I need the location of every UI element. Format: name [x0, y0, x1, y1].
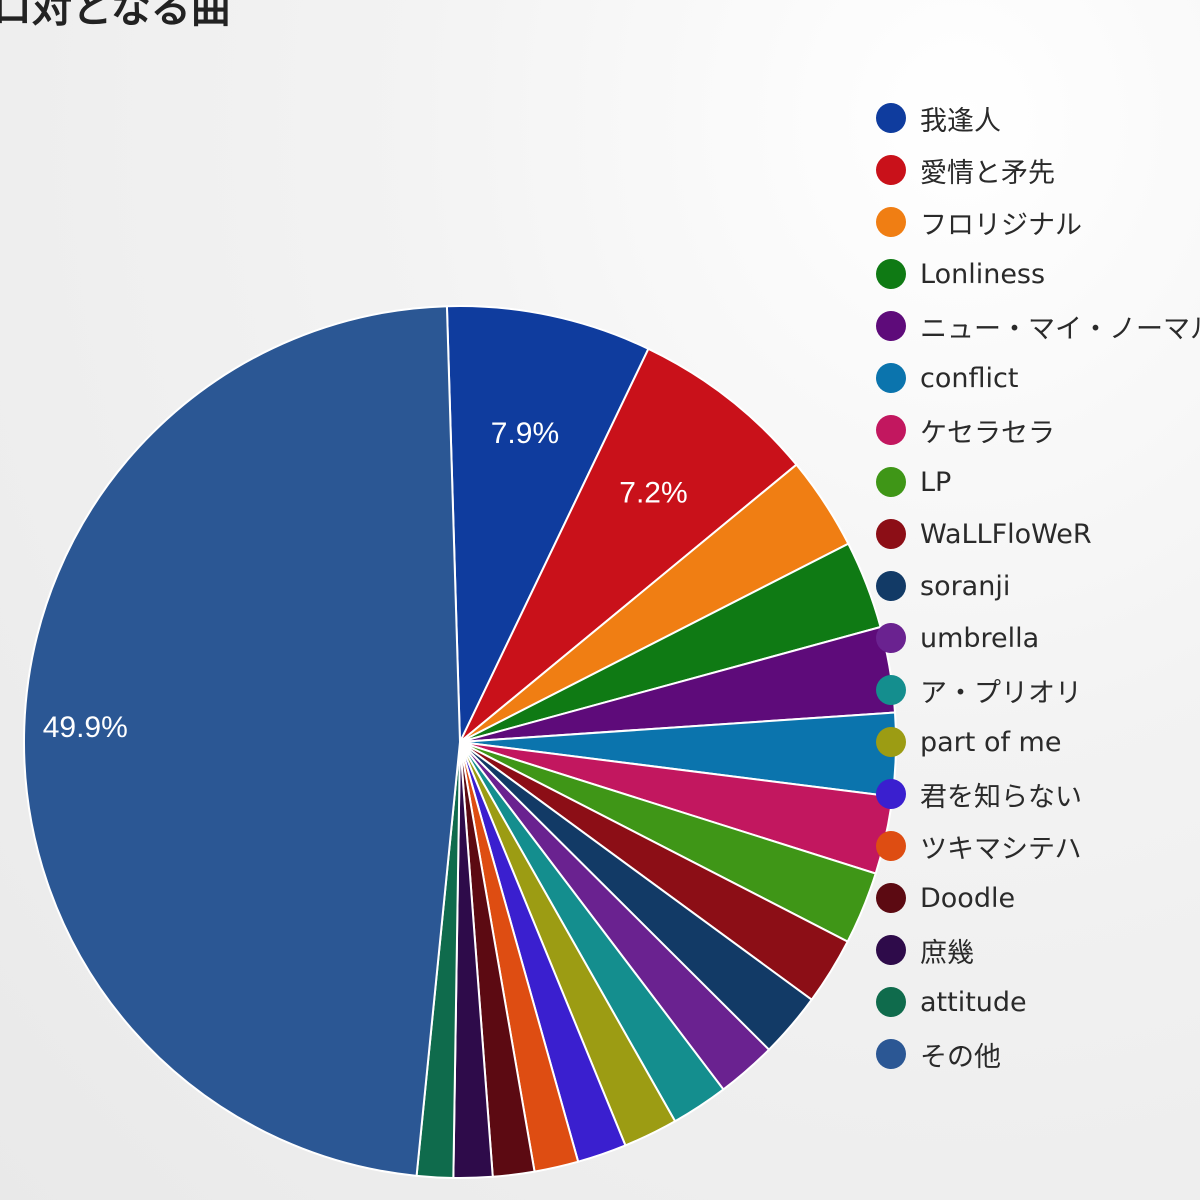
legend-label-1: 愛情と矛先 [920, 157, 1055, 189]
legend-label-11: ア・プリオリ [920, 677, 1082, 709]
legend-item-1[interactable]: 愛情と矛先 [876, 144, 1200, 196]
legend-swatch-12 [876, 727, 906, 757]
legend-swatch-15 [876, 883, 906, 913]
legend-label-8: WaLLFloWeR [920, 518, 1092, 550]
legend-label-12: part of me [920, 726, 1062, 758]
legend-swatch-13 [876, 779, 906, 809]
pie-slices [23, 305, 897, 1179]
legend-label-18: その他 [920, 1041, 1001, 1073]
legend-swatch-10 [876, 623, 906, 653]
legend-swatch-1 [876, 155, 906, 185]
legend-swatch-18 [876, 1039, 906, 1069]
legend-item-7[interactable]: LP [876, 456, 1200, 508]
legend-item-10[interactable]: umbrella [876, 612, 1200, 664]
legend-swatch-9 [876, 571, 906, 601]
legend-label-5: conflict [920, 362, 1019, 394]
slice-label-18: 49.9% [43, 711, 128, 744]
legend-item-15[interactable]: Doodle [876, 872, 1200, 924]
slice-label-1: 7.2% [619, 477, 687, 510]
legend-label-3: Lonliness [920, 258, 1046, 290]
legend-label-17: attitude [920, 986, 1027, 1018]
legend-item-11[interactable]: ア・プリオリ [876, 664, 1200, 716]
legend-label-0: 我逢人 [920, 105, 1001, 137]
legend-swatch-14 [876, 831, 906, 861]
legend-item-13[interactable]: 君を知らない [876, 768, 1200, 820]
legend-swatch-5 [876, 363, 906, 393]
pie-slice-18[interactable] [23, 305, 462, 1177]
legend-label-7: LP [920, 466, 952, 498]
pie-slice-1[interactable] [459, 347, 798, 743]
legend-swatch-16 [876, 935, 906, 965]
legend-item-0[interactable]: 我逢人 [876, 92, 1200, 144]
legend-label-13: 君を知らない [920, 781, 1082, 813]
legend-item-16[interactable]: 庶幾 [876, 924, 1200, 976]
pie-slice-0[interactable] [445, 305, 650, 743]
legend-item-6[interactable]: ケセラセラ [876, 404, 1200, 456]
legend-swatch-11 [876, 675, 906, 705]
legend-label-4: ニュー・マイ・ノーマル [920, 313, 1200, 345]
pie-labels: 7.9% 7.2% 49.9% [43, 417, 688, 744]
legend-item-18[interactable]: その他 [876, 1028, 1200, 1080]
chart-title: ロ対となる曲 [0, 0, 231, 32]
chart-legend: 我逢人愛情と矛先フロリジナル Lonliness ニュー・マイ・ノーマル confli… [876, 92, 1200, 1080]
legend-label-16: 庶幾 [920, 937, 974, 969]
legend-swatch-17 [876, 987, 906, 1017]
legend-item-14[interactable]: ツキマシテハ [876, 820, 1200, 872]
legend-label-2: フロリジナル [920, 209, 1082, 241]
legend-swatch-0 [876, 103, 906, 133]
slice-label-0: 7.9% [491, 417, 559, 450]
legend-item-8[interactable]: WaLLFloWeR [876, 508, 1200, 560]
legend-item-4[interactable]: ニュー・マイ・ノーマル [876, 300, 1200, 352]
legend-swatch-4 [876, 311, 906, 341]
legend-swatch-2 [876, 207, 906, 237]
legend-label-10: umbrella [920, 622, 1040, 654]
legend-swatch-7 [876, 467, 906, 497]
legend-label-6: ケセラセラ [920, 417, 1055, 449]
legend-label-9: soranji [920, 570, 1011, 602]
legend-item-5[interactable]: conflict [876, 352, 1200, 404]
legend-label-15: Doodle [920, 882, 1016, 914]
legend-item-12[interactable]: part of me [876, 716, 1200, 768]
legend-swatch-3 [876, 259, 906, 289]
legend-item-17[interactable]: attitude [876, 976, 1200, 1028]
legend-item-9[interactable]: soranji [876, 560, 1200, 612]
legend-swatch-6 [876, 415, 906, 445]
legend-item-2[interactable]: フロリジナル [876, 196, 1200, 248]
legend-label-14: ツキマシテハ [920, 833, 1082, 865]
legend-item-3[interactable]: Lonliness [876, 248, 1200, 300]
legend-swatch-8 [876, 519, 906, 549]
